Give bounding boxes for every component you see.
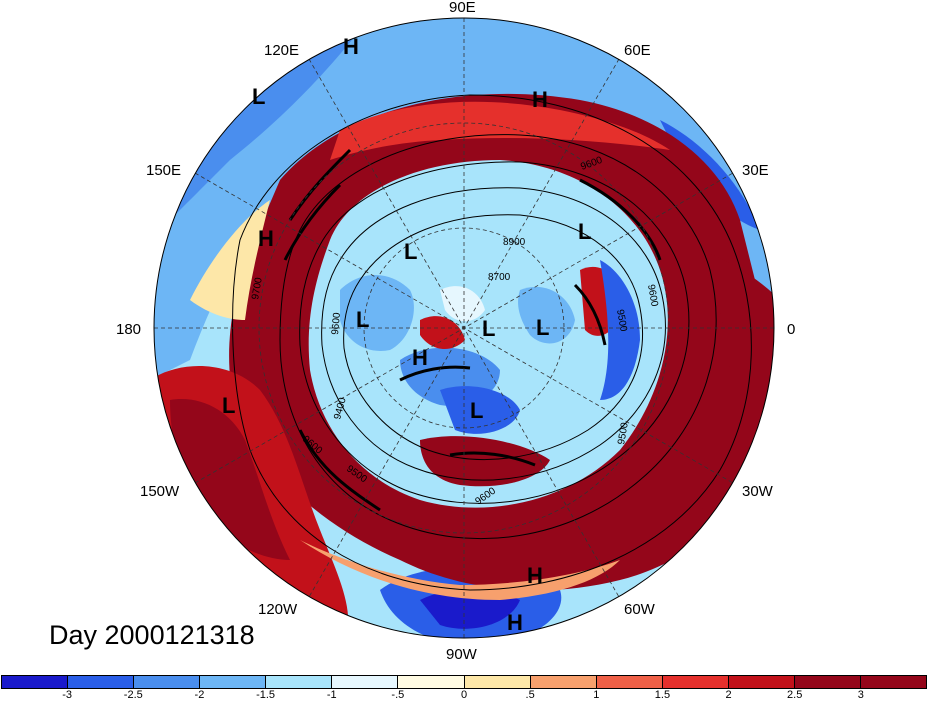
colorbar-swatch [794, 676, 862, 688]
low-pressure-marker: L [356, 307, 369, 332]
colorbar-tick-label: 2.5 [787, 689, 803, 701]
contour-label: 9500 [614, 309, 629, 333]
colorbar-tick-labels: -3 -2.5 -2 -1.5 -1 -.5 0 .5 1 1.5 2 2.5 3 [1, 689, 927, 702]
low-pressure-marker: L [404, 239, 417, 264]
colorbar-tick-label: 0 [460, 689, 468, 701]
colorbar-swatch [596, 676, 663, 688]
colorbar [1, 675, 927, 689]
low-pressure-marker: L [222, 393, 235, 418]
anomaly-field [154, 18, 774, 638]
colorbar-swatch [662, 676, 729, 688]
low-pressure-marker: L [536, 315, 549, 340]
colorbar-swatch [398, 676, 465, 688]
low-pressure-marker: L [252, 84, 265, 109]
day-label: Day 2000121318 [49, 620, 255, 650]
lon-label-60e: 60E [624, 42, 651, 59]
colorbar-swatch [728, 676, 795, 688]
colorbar-tick-label: 2 [725, 689, 732, 701]
lon-label-150e: 150E [146, 162, 181, 179]
lon-label-90w: 90W [446, 646, 478, 663]
contour-label: 9500 [616, 421, 631, 445]
map-boundary [153, 17, 775, 639]
colorbar-tick-label: 3 [857, 689, 864, 701]
colorbar-swatch [134, 676, 201, 688]
lon-label-60w: 60W [624, 601, 656, 618]
contour-label: 9700 [250, 276, 265, 300]
longitude-labels: 90E 60E 30E 0 30W 60W 90W 120W 150W 180 … [116, 0, 795, 663]
colorbar-swatch [266, 676, 333, 688]
high-pressure-marker: H [412, 345, 428, 370]
low-pressure-marker: L [482, 316, 495, 341]
contour-label: 8900 [503, 237, 526, 248]
high-pressure-marker: H [343, 34, 359, 59]
colorbar-swatch [2, 676, 69, 688]
lon-label-180: 180 [116, 321, 141, 338]
colorbar-swatch [332, 676, 399, 688]
lon-label-0: 0 [787, 321, 795, 338]
lon-label-120w: 120W [258, 601, 298, 618]
colorbar-swatch [464, 676, 531, 688]
contour-label: 9600 [330, 312, 343, 336]
pressure-centers: H L H L H L L L L H L L H H [222, 34, 591, 635]
high-pressure-marker: H [258, 226, 274, 251]
lon-label-120e: 120E [264, 42, 299, 59]
contour-label: 8700 [488, 272, 511, 283]
colorbar-swatch [530, 676, 597, 688]
contour-label: 9600 [645, 284, 660, 308]
low-pressure-marker: L [470, 398, 483, 423]
high-pressure-marker: H [507, 610, 523, 635]
colorbar-tick-label: -2.5 [123, 689, 143, 701]
colorbar-swatch [68, 676, 135, 688]
colorbar-tick-label: 1.5 [654, 689, 671, 701]
colorbar-tick-label: -1.5 [256, 689, 276, 701]
colorbar-tick-label: -2 [194, 689, 205, 701]
high-pressure-marker: H [532, 87, 548, 112]
colorbar-swatch [861, 676, 927, 688]
graticule [154, 18, 774, 638]
lon-label-30e: 30E [742, 162, 769, 179]
lon-label-90e: 90E [449, 0, 476, 16]
lon-label-150w: 150W [140, 483, 180, 500]
colorbar-tick-label: 1 [593, 689, 600, 701]
colorbar-tick-label: -1 [326, 689, 337, 701]
low-pressure-marker: L [578, 219, 591, 244]
colorbar-tick-label: .5 [525, 689, 535, 701]
high-pressure-marker: H [527, 563, 543, 588]
colorbar-tick-label: -3 [62, 689, 73, 701]
colorbar-tick-label: -.5 [391, 689, 405, 701]
colorbar-swatch [200, 676, 267, 688]
lon-label-30w: 30W [742, 483, 774, 500]
